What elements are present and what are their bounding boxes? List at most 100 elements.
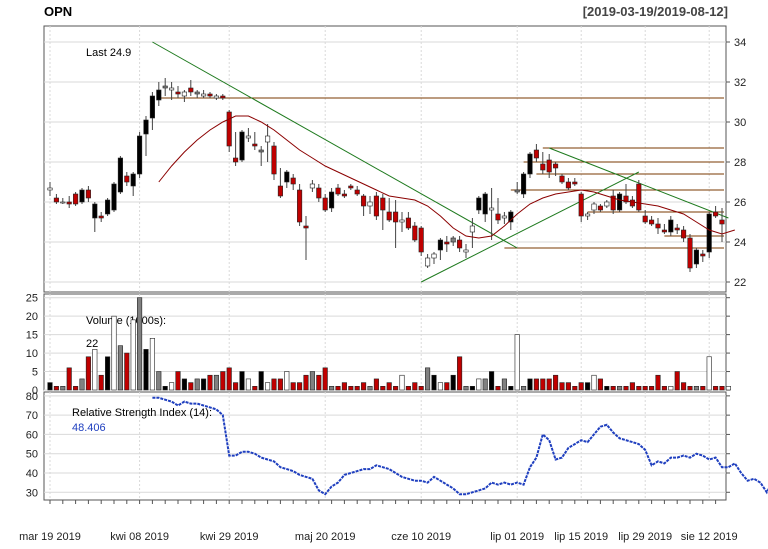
candle-body [124, 175, 130, 183]
candle-body [617, 193, 623, 211]
candle-body [533, 149, 539, 159]
volume-bar [597, 378, 603, 391]
candle-body [405, 217, 411, 229]
y-tick-label: 70 [26, 410, 38, 422]
candle-body [341, 193, 347, 197]
rsi-value: 48.406 [72, 422, 106, 434]
candle-body [130, 173, 136, 187]
candle-body [361, 195, 367, 207]
volume-bar [706, 356, 712, 391]
candle-body [245, 135, 251, 139]
rsi-label: Relative Strength Index (14): [72, 407, 212, 419]
y-tick-label: 34 [734, 37, 746, 49]
candle-body [220, 95, 226, 99]
volume-bar [687, 386, 693, 391]
x-tick-label: lip 29 2019 [618, 531, 672, 543]
volume-bar [233, 382, 239, 391]
y-tick-label: 26 [734, 197, 746, 209]
y-tick-label: 5 [32, 367, 38, 379]
y-tick-label: 25 [26, 293, 38, 305]
candle-body [354, 189, 360, 195]
volume-label: Volume (1000s): [86, 315, 166, 327]
moving-average-line [158, 115, 735, 239]
volume-bar [98, 374, 104, 391]
volume-bar [457, 356, 463, 391]
volume-bar [642, 386, 648, 391]
volume-bar [201, 378, 207, 391]
volume-bar [540, 378, 546, 391]
candle-body [482, 193, 488, 215]
last-price-label: Last 24.9 [86, 47, 131, 59]
volume-bar [431, 374, 437, 391]
candle-body [681, 229, 687, 239]
volume-bar [501, 378, 507, 391]
candle-body [188, 87, 194, 93]
candle-body [226, 111, 232, 147]
candle-body [476, 197, 482, 211]
volume-bar [271, 378, 277, 391]
x-tick-label: cze 10 2019 [391, 531, 451, 543]
volume-bar [469, 386, 475, 391]
volume-bar [220, 371, 226, 391]
candle-body [450, 237, 456, 243]
volume-bar [245, 378, 251, 391]
candle-body [169, 87, 175, 91]
y-tick-label: 50 [26, 449, 38, 461]
volume-bar [258, 371, 264, 391]
volume-bar [207, 374, 213, 391]
volume-bar [348, 386, 354, 391]
candle-body [649, 219, 655, 225]
candle-body [92, 203, 98, 219]
volume-bar [495, 386, 501, 391]
volume-bar [380, 386, 386, 391]
volume-bar [137, 297, 143, 391]
volume-bar [335, 386, 341, 391]
candle-body [418, 227, 424, 253]
volume-bar [668, 386, 674, 391]
candle-body [386, 211, 392, 221]
candle-body [674, 227, 680, 231]
candle-body [329, 191, 335, 209]
candle-body [156, 89, 162, 101]
volume-bar [508, 386, 514, 391]
volume-bar [655, 374, 661, 391]
candle-body [111, 183, 117, 211]
y-tick-label: 30 [26, 487, 38, 499]
volume-bar [412, 382, 418, 391]
volume-bar [463, 386, 469, 391]
candle-body [636, 183, 642, 211]
candle-body [655, 223, 661, 229]
volume-bar [290, 382, 296, 391]
volume-bar [143, 349, 149, 391]
volume-bar [450, 374, 456, 391]
volume-bar [585, 382, 591, 391]
volume-bar [399, 374, 405, 391]
volume-bar [489, 371, 495, 391]
volume-bar [341, 382, 347, 391]
volume-bar [111, 315, 117, 391]
y-tick-label: 60 [26, 429, 38, 441]
x-tick-label: mar 19 2019 [19, 531, 81, 543]
candle-body [284, 171, 290, 183]
volume-bar [181, 378, 187, 391]
volume-bar [85, 356, 91, 391]
candle-body [610, 195, 616, 211]
volume-bar [725, 386, 731, 391]
candle-body [66, 201, 72, 205]
candle-body [252, 143, 258, 147]
x-tick-label: lip 15 2019 [554, 531, 608, 543]
candle-body [393, 211, 399, 223]
candle-body [565, 181, 571, 189]
volume-bar [661, 386, 667, 391]
volume-bar [610, 386, 616, 391]
volume-bar [194, 378, 200, 391]
chart-title: OPN [44, 4, 73, 19]
candle-body [629, 199, 635, 207]
date-range: [2019-03-19/2019-08-12] [582, 4, 728, 19]
x-tick-label: lip 01 2019 [490, 531, 544, 543]
candle-body [277, 185, 283, 197]
candle-body [175, 91, 181, 95]
y-tick-label: 20 [26, 311, 38, 323]
volume-bar [169, 382, 175, 391]
volume-bar [649, 386, 655, 391]
